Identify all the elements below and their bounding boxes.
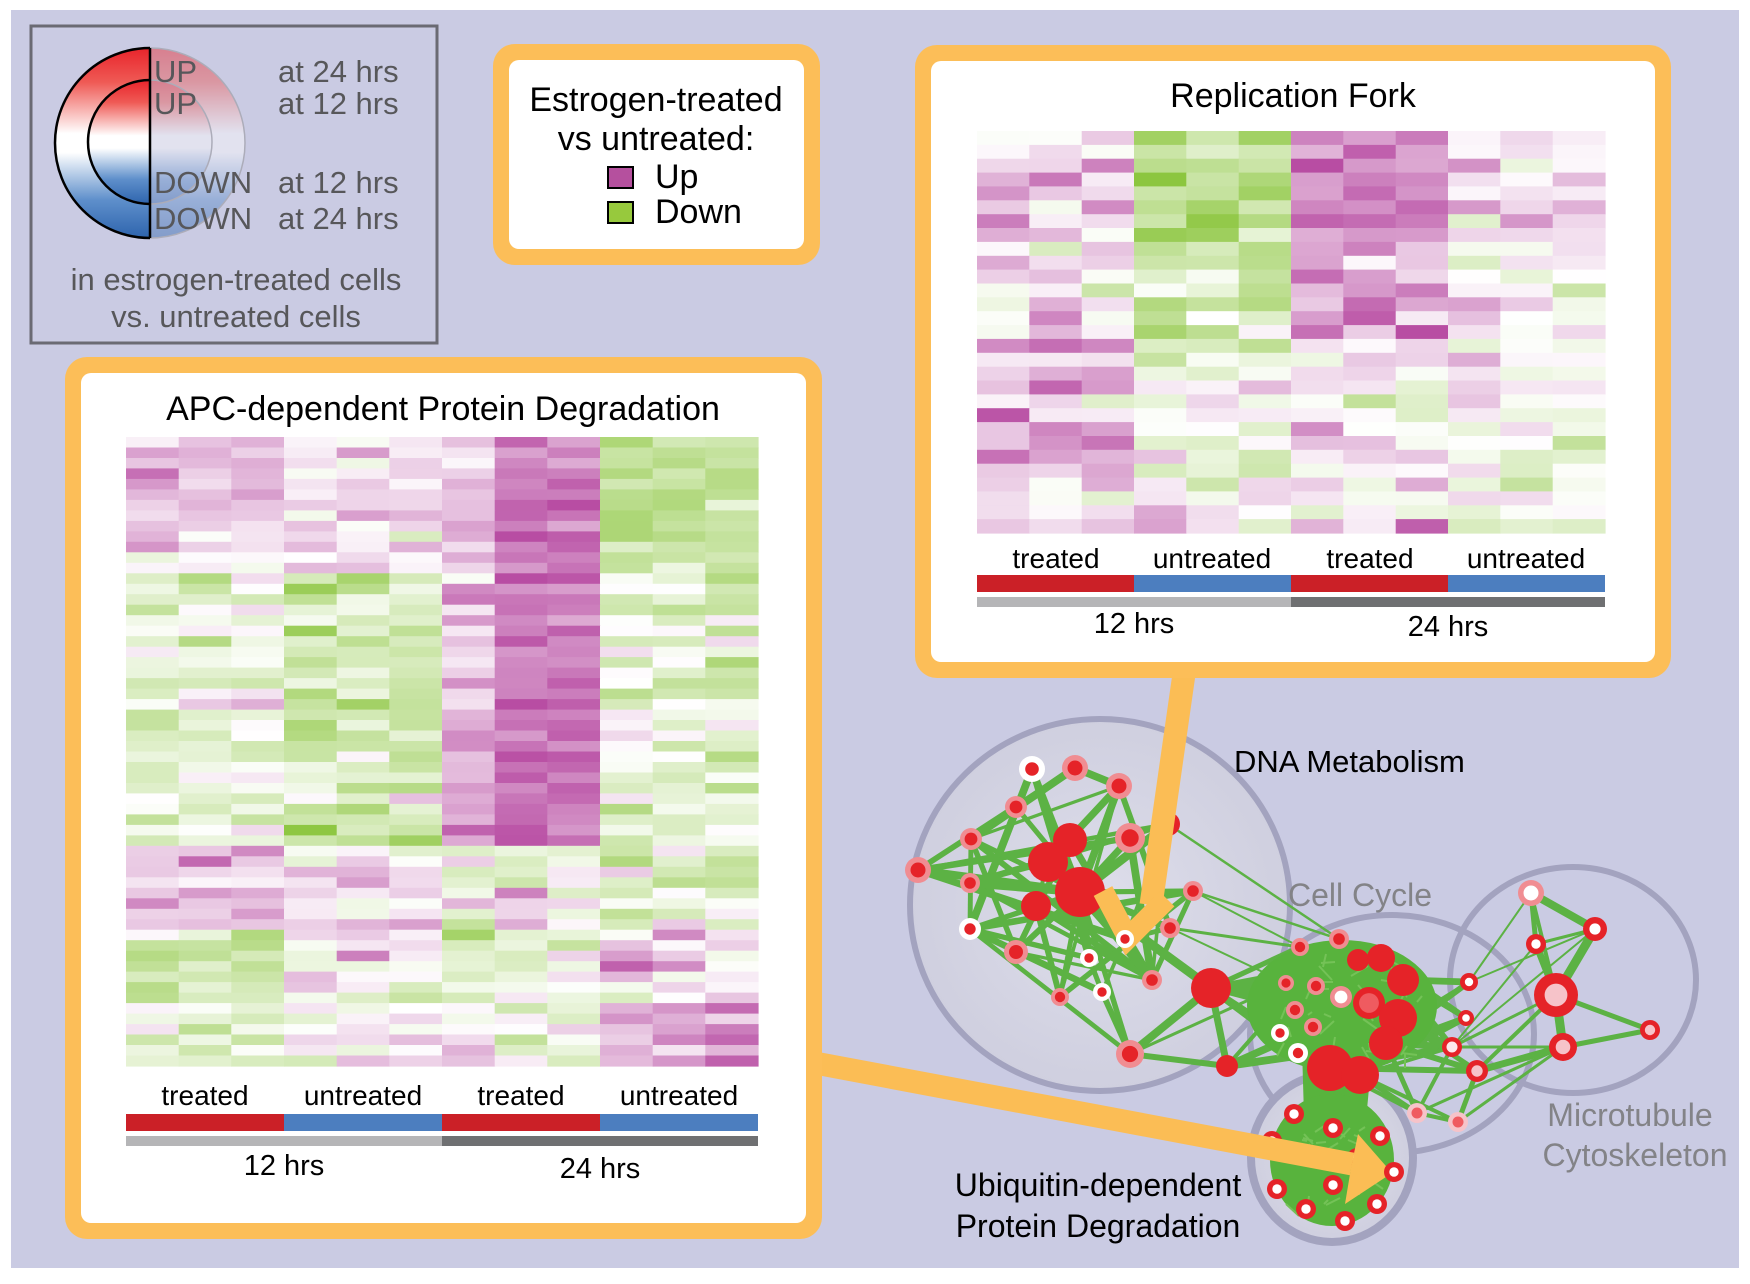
- svg-text:at 12 hrs: at 12 hrs: [278, 165, 399, 200]
- svg-text:treated: treated: [1012, 543, 1099, 574]
- svg-text:DOWN: DOWN: [154, 165, 252, 200]
- svg-text:DNA Metabolism: DNA Metabolism: [1234, 744, 1465, 779]
- svg-text:Ubiquitin-dependent: Ubiquitin-dependent: [955, 1167, 1242, 1203]
- svg-text:at 24 hrs: at 24 hrs: [278, 54, 399, 89]
- svg-text:Microtubule: Microtubule: [1547, 1097, 1712, 1133]
- svg-text:at 24 hrs: at 24 hrs: [278, 201, 399, 236]
- svg-text:DOWN: DOWN: [154, 201, 252, 236]
- svg-text:Up: Up: [655, 158, 698, 196]
- svg-text:12 hrs: 12 hrs: [1094, 608, 1175, 640]
- svg-text:Cytoskeleton: Cytoskeleton: [1543, 1137, 1728, 1173]
- svg-text:treated: treated: [477, 1080, 564, 1111]
- svg-text:Down: Down: [655, 193, 742, 231]
- svg-text:24 hrs: 24 hrs: [560, 1153, 641, 1185]
- svg-text:APC-dependent Protein Degradat: APC-dependent Protein Degradation: [166, 390, 720, 428]
- svg-text:24 hrs: 24 hrs: [1408, 611, 1489, 643]
- svg-text:treated: treated: [1326, 543, 1413, 574]
- svg-text:12 hrs: 12 hrs: [244, 1150, 325, 1182]
- svg-text:untreated: untreated: [1467, 543, 1585, 574]
- svg-text:untreated: untreated: [304, 1080, 422, 1111]
- svg-text:UP: UP: [154, 86, 197, 121]
- svg-text:in estrogen-treated cells: in estrogen-treated cells: [71, 262, 402, 297]
- svg-text:Replication Fork: Replication Fork: [1170, 77, 1417, 115]
- svg-text:vs. untreated cells: vs. untreated cells: [111, 299, 361, 334]
- svg-text:UP: UP: [154, 54, 197, 89]
- svg-text:Protein Degradation: Protein Degradation: [956, 1208, 1241, 1244]
- svg-text:vs untreated:: vs untreated:: [558, 120, 755, 158]
- svg-text:Estrogen-treated: Estrogen-treated: [529, 81, 782, 119]
- svg-text:untreated: untreated: [1153, 543, 1271, 574]
- svg-text:treated: treated: [161, 1080, 248, 1111]
- svg-text:at 12 hrs: at 12 hrs: [278, 86, 399, 121]
- svg-text:Cell Cycle: Cell Cycle: [1288, 877, 1432, 913]
- svg-text:untreated: untreated: [620, 1080, 738, 1111]
